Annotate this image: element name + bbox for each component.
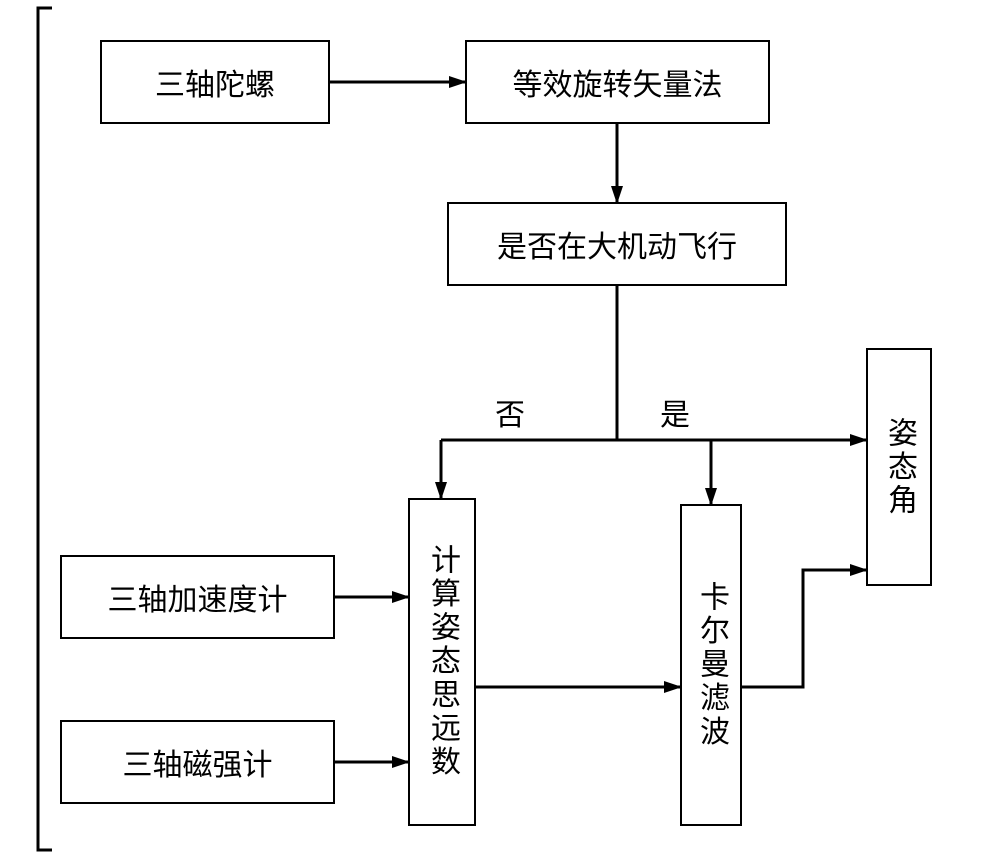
diagram-stage: 三轴陀螺 等效旋转矢量法是否在大机动飞行三轴加速度计三轴磁强计 计算姿态思远数 卡尔曼… bbox=[0, 0, 1000, 860]
box-quat-label: 计算姿态思远数 bbox=[420, 544, 464, 779]
box-gyro-label: 三轴陀螺 bbox=[155, 60, 275, 104]
box-kalman: 卡尔曼滤波 bbox=[680, 504, 742, 826]
box-rotvec: 等效旋转矢量法 bbox=[465, 40, 770, 124]
box-maneuver: 是否在大机动飞行 bbox=[447, 202, 787, 286]
box-att: 姿态角 bbox=[866, 348, 932, 586]
box-mag-label: 三轴磁强计 bbox=[123, 740, 273, 784]
box-maneuver-label: 是否在大机动飞行 bbox=[497, 222, 737, 266]
box-accel: 三轴加速度计 bbox=[60, 555, 335, 639]
box-rotvec-label: 等效旋转矢量法 bbox=[513, 60, 723, 104]
box-gyro: 三轴陀螺 bbox=[100, 40, 330, 124]
label-no: 否 bbox=[495, 390, 525, 434]
label-yes: 是 bbox=[660, 390, 690, 434]
box-mag: 三轴磁强计 bbox=[60, 720, 335, 804]
box-accel-label: 三轴加速度计 bbox=[108, 575, 288, 619]
box-att-label: 姿态角 bbox=[877, 417, 921, 518]
box-quat: 计算姿态思远数 bbox=[408, 498, 476, 826]
box-kalman-label: 卡尔曼滤波 bbox=[689, 581, 733, 749]
